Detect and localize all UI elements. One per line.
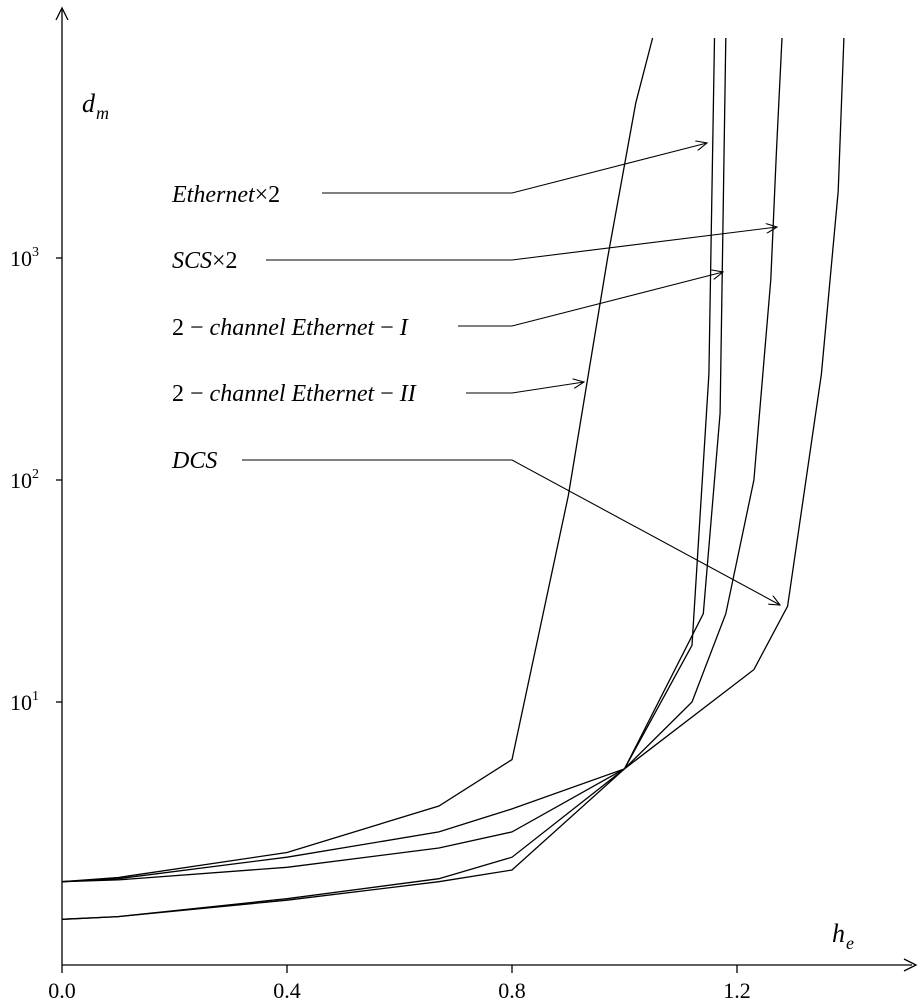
annotation-2-channel-ethernet-i: 2 − channel Ethernet − I: [172, 272, 723, 341]
x-axis-label: he: [832, 919, 854, 953]
y-tick-label: 101: [10, 689, 39, 715]
x-tick-label: 1.2: [723, 978, 751, 1003]
y-axis-arrow: [55, 6, 69, 21]
x-axis-label-sub: e: [846, 933, 854, 953]
y-ticks: 101 102 103: [10, 245, 62, 715]
y-tick-label: 102: [10, 467, 39, 493]
x-tick-label: 0.4: [273, 978, 301, 1003]
annotation-label: SCS×2: [172, 248, 238, 274]
series-curves: [61, 37, 845, 920]
annotation-label: DCS: [171, 448, 217, 474]
annotation-leader: [458, 272, 723, 327]
annotation-leader: [242, 459, 780, 605]
annotation-dcs: DCS: [171, 448, 780, 605]
series-line-3: [61, 37, 716, 920]
annotation-leader: [266, 227, 777, 261]
y-axis-label: dm: [82, 89, 109, 123]
y-axis-label-sub: m: [96, 103, 109, 123]
series-line-4: [61, 37, 727, 920]
x-ticks: 0.0 0.4 0.8 1.2: [48, 965, 751, 1003]
x-tick-label: 0.8: [498, 978, 526, 1003]
series-line-1: [61, 37, 654, 883]
annotation-ethernet-x2: Ethernet×2: [171, 143, 707, 208]
annotation-leader: [322, 143, 707, 194]
annotation-2-channel-ethernet-ii: 2 − channel Ethernet − II: [172, 381, 584, 407]
series-line-5: [61, 37, 845, 883]
series-line-2: [61, 37, 783, 883]
annotation-label: Ethernet×2: [171, 182, 280, 208]
annotation-scs-x2: SCS×2: [172, 227, 777, 274]
annotation-label: 2 − channel Ethernet − II: [172, 381, 417, 407]
y-axis-label-main: d: [82, 89, 96, 118]
annotations: Ethernet×2 SCS×2 2 − channel Ethernet − …: [171, 143, 780, 605]
x-axis-label-main: h: [832, 919, 845, 948]
axes: [55, 6, 918, 972]
annotation-label: 2 − channel Ethernet − I: [172, 315, 409, 341]
annotation-leader: [466, 382, 584, 394]
y-tick-label: 103: [10, 245, 39, 271]
x-axis-arrow: [903, 958, 918, 972]
x-tick-label: 0.0: [48, 978, 76, 1003]
